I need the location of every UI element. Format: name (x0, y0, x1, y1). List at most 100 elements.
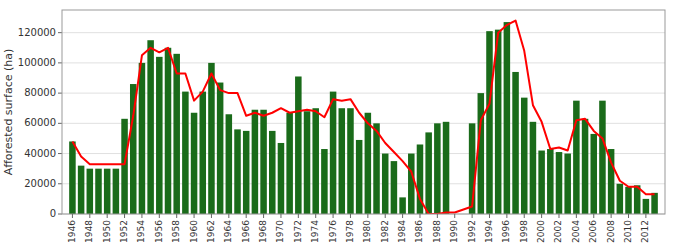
x-tick-label: 1964 (223, 220, 233, 243)
x-tick-label: 2006 (588, 220, 598, 243)
bar (321, 149, 328, 214)
x-tick-label: 1992 (467, 220, 477, 243)
x-tick-label: 1978 (345, 220, 355, 243)
y-tick-label: 80000 (24, 87, 56, 98)
bar (564, 154, 571, 214)
x-tick-label: 1958 (171, 220, 181, 243)
y-tick (58, 93, 62, 94)
x-tick (280, 214, 281, 218)
bar (295, 76, 302, 214)
x-tick (558, 214, 559, 218)
x-tick (611, 214, 612, 218)
x-tick-label: 2000 (536, 220, 546, 243)
y-axis-label: Afforested surface (ha) (2, 49, 15, 176)
bar (347, 108, 354, 214)
x-tick-label: 1970 (275, 220, 285, 243)
x-tick (367, 214, 368, 218)
bar (556, 152, 563, 214)
x-tick (541, 214, 542, 218)
x-tick-label: 1948 (84, 220, 94, 243)
bar (530, 122, 537, 214)
y-axis: 020000400006000080000100000120000 (18, 27, 62, 219)
x-tick (159, 214, 160, 218)
y-tick-label: 20000 (24, 178, 56, 189)
x-tick-label: 1996 (501, 220, 511, 243)
x-tick-label: 1950 (102, 220, 112, 243)
bar (617, 184, 624, 214)
line (72, 21, 654, 214)
x-tick (298, 214, 299, 218)
bar (199, 92, 206, 214)
plot-frame (62, 10, 665, 214)
bar (512, 72, 519, 214)
bar (434, 123, 441, 214)
bar (582, 119, 589, 214)
y-tick-label: 0 (50, 208, 56, 219)
chart: 020000400006000080000100000120000Affores… (0, 0, 675, 252)
x-tick (628, 214, 629, 218)
x-tick-label: 1988 (432, 220, 442, 243)
bar (408, 154, 415, 214)
x-axis: 1946194819501952195419561958196019621964… (67, 214, 650, 243)
bar (599, 101, 606, 214)
bar (78, 166, 85, 214)
bar (156, 57, 163, 214)
x-tick-label: 1998 (519, 220, 529, 243)
x-tick (89, 214, 90, 218)
bar (226, 114, 233, 214)
x-tick (576, 214, 577, 218)
bar (260, 110, 267, 214)
x-tick (333, 214, 334, 218)
x-tick-label: 2010 (623, 220, 633, 243)
bar (269, 131, 276, 214)
bar (625, 187, 632, 214)
bar (547, 149, 554, 214)
bar (191, 113, 198, 214)
y-tick-label: 100000 (18, 57, 56, 68)
bar (278, 143, 285, 214)
bar (330, 92, 337, 214)
bar (339, 108, 346, 214)
x-tick (72, 214, 73, 218)
bar (643, 199, 650, 214)
x-tick-label: 1968 (258, 220, 268, 243)
bar (234, 129, 241, 214)
bar (243, 131, 250, 214)
x-tick-label: 1984 (397, 220, 407, 243)
bar (87, 169, 94, 214)
x-tick (524, 214, 525, 218)
x-tick-label: 1960 (189, 220, 199, 243)
x-tick (454, 214, 455, 218)
x-tick-label: 1994 (484, 220, 494, 243)
bar (104, 169, 111, 214)
bar (304, 111, 311, 214)
bar (573, 101, 580, 214)
y-tick (58, 32, 62, 33)
y-tick (58, 62, 62, 63)
bar (486, 31, 493, 214)
bar (139, 63, 146, 214)
bar (478, 93, 485, 214)
x-tick-label: 2012 (640, 220, 650, 243)
y-tick-label: 60000 (24, 117, 56, 128)
x-tick (385, 214, 386, 218)
bar (425, 132, 432, 214)
x-tick (107, 214, 108, 218)
x-tick-label: 1946 (67, 220, 77, 243)
x-tick (228, 214, 229, 218)
y-tick (58, 214, 62, 215)
x-tick (211, 214, 212, 218)
x-tick-label: 1986 (414, 220, 424, 243)
x-tick (176, 214, 177, 218)
x-tick-label: 2004 (571, 220, 581, 243)
x-tick-label: 1990 (449, 220, 459, 243)
bar (521, 98, 528, 214)
bar (399, 197, 406, 214)
bar (312, 108, 319, 214)
bar (113, 169, 120, 214)
x-tick (472, 214, 473, 218)
x-tick (350, 214, 351, 218)
x-tick (141, 214, 142, 218)
bar (147, 40, 154, 214)
x-tick-label: 1962 (206, 220, 216, 243)
